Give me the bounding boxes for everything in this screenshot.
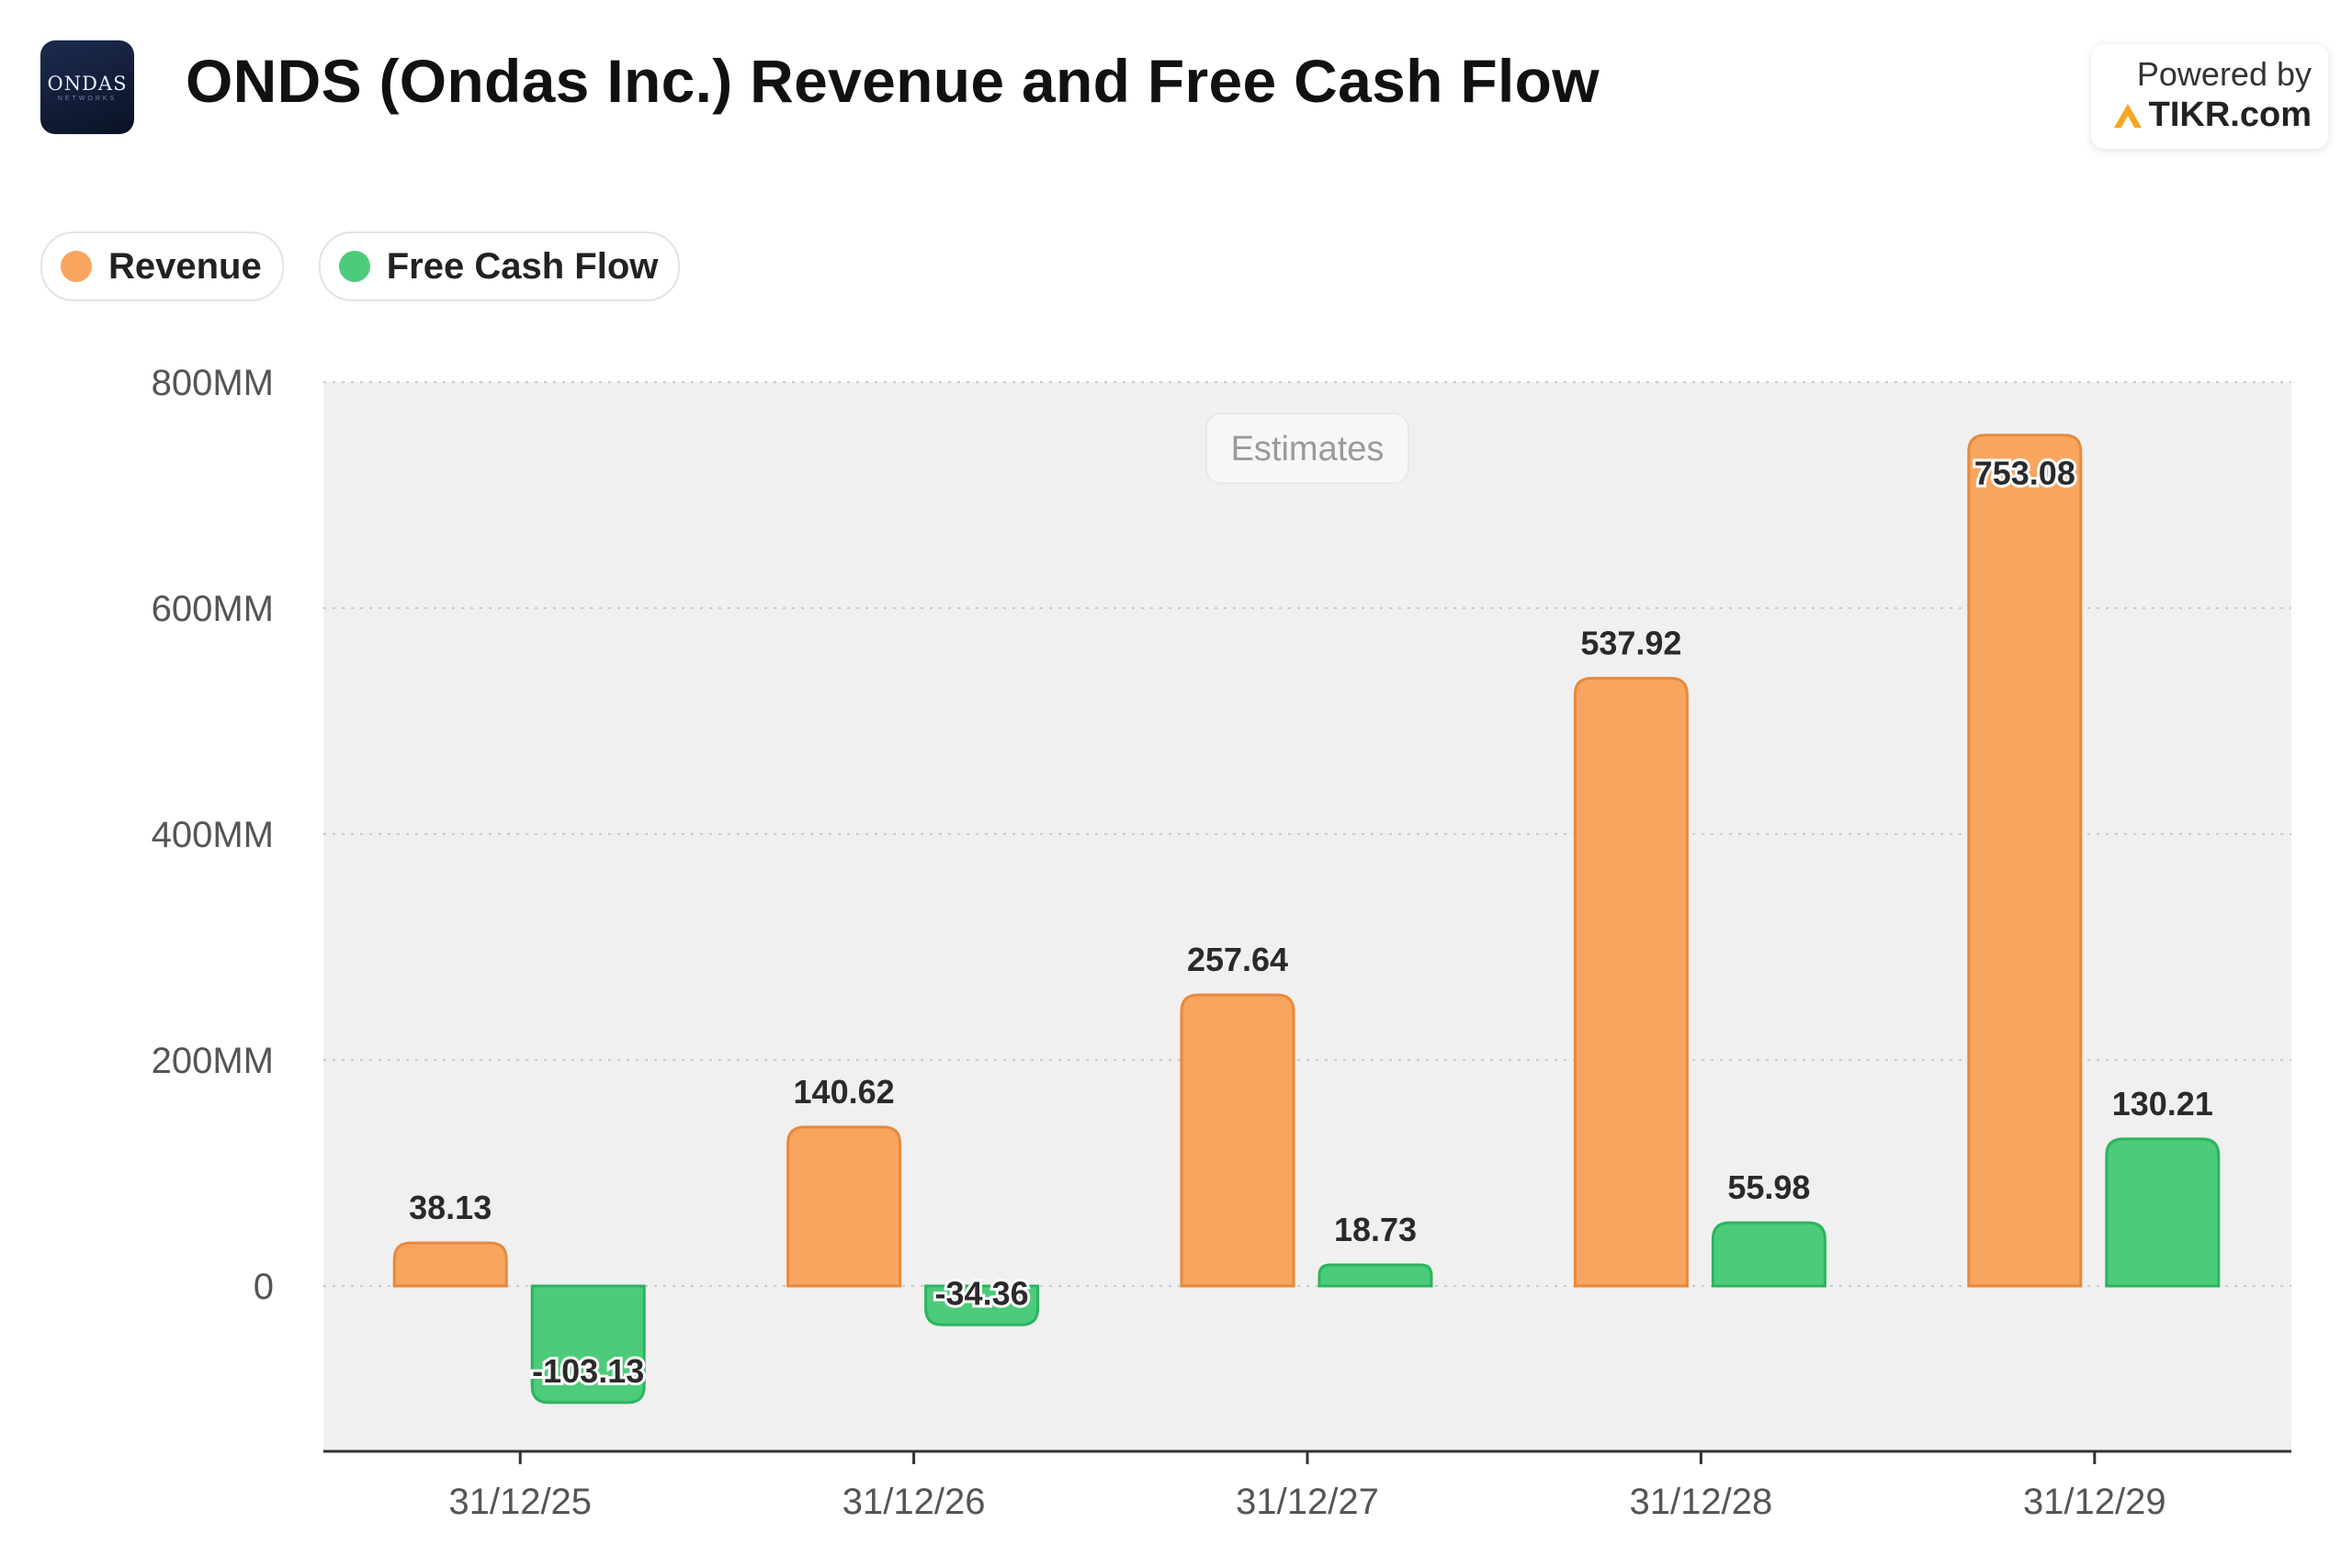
free-cash-flow-bar xyxy=(924,1284,1040,1326)
chart-title: ONDS (Ondas Inc.) Revenue and Free Cash … xyxy=(186,47,1600,115)
x-tick-label: 31/12/29 xyxy=(2023,1482,2166,1522)
logo-subtext: NETWORKS xyxy=(57,96,118,102)
plot-area xyxy=(323,382,2291,1451)
y-tick-label: 400MM xyxy=(152,815,274,855)
powered-by-label: Powered by xyxy=(2136,55,2312,93)
revenue-bar xyxy=(786,1125,902,1288)
free-cash-flow-data-label: 130.21 xyxy=(2112,1085,2213,1122)
free-cash-flow-data-label: -103.13 xyxy=(532,1352,644,1390)
y-tick-label: 200MM xyxy=(152,1041,274,1081)
chart-legend: Revenue Free Cash Flow xyxy=(40,231,681,301)
revenue-dot-icon xyxy=(61,251,92,282)
revenue-bar xyxy=(1180,993,1295,1288)
free-cash-flow-dot-icon xyxy=(338,251,370,282)
revenue-data-label: 257.64 xyxy=(1187,941,1288,978)
x-tick-label: 31/12/28 xyxy=(1630,1482,1773,1522)
legend-label-free-cash-flow: Free Cash Flow xyxy=(386,245,659,287)
estimates-label: Estimates xyxy=(1231,430,1385,468)
x-tick-label: 31/12/27 xyxy=(1236,1482,1379,1522)
x-tick-label: 31/12/25 xyxy=(448,1482,592,1522)
y-tick-label: 800MM xyxy=(152,363,274,403)
x-tick-label: 31/12/26 xyxy=(842,1482,986,1522)
free-cash-flow-bar xyxy=(1317,1263,1433,1288)
revenue-data-label: 537.92 xyxy=(1580,624,1681,661)
revenue-data-label: 38.13 xyxy=(409,1189,492,1226)
free-cash-flow-data-label: -34.36 xyxy=(935,1274,1029,1312)
revenue-bar xyxy=(1967,434,2083,1288)
legend-item-free-cash-flow[interactable]: Free Cash Flow xyxy=(318,231,681,301)
free-cash-flow-data-label: 55.98 xyxy=(1727,1168,1810,1206)
y-tick-label: 0 xyxy=(254,1267,274,1307)
free-cash-flow-data-label: 18.73 xyxy=(1334,1211,1417,1248)
free-cash-flow-bar xyxy=(2105,1137,2221,1288)
revenue-data-label: 753.08 xyxy=(1974,455,2075,492)
revenue-bar xyxy=(1573,676,1689,1288)
legend-label-revenue: Revenue xyxy=(108,245,262,287)
y-tick-label: 600MM xyxy=(152,589,274,629)
free-cash-flow-bar xyxy=(1711,1221,1826,1288)
legend-item-revenue[interactable]: Revenue xyxy=(40,231,284,301)
estimates-badge xyxy=(1205,412,1409,484)
powered-by-badge[interactable]: Powered by TIKR.com xyxy=(2091,44,2328,149)
free-cash-flow-bar xyxy=(530,1284,646,1404)
revenue-data-label: 140.62 xyxy=(794,1073,895,1111)
logo-text: ONDAS xyxy=(47,73,128,95)
tikr-brand[interactable]: TIKR.com xyxy=(2112,96,2312,135)
tikr-logo-icon xyxy=(2113,103,2142,128)
tikr-brand-label: TIKR.com xyxy=(2148,96,2312,134)
company-logo: ONDAS NETWORKS xyxy=(40,40,134,134)
revenue-bar xyxy=(392,1241,508,1288)
